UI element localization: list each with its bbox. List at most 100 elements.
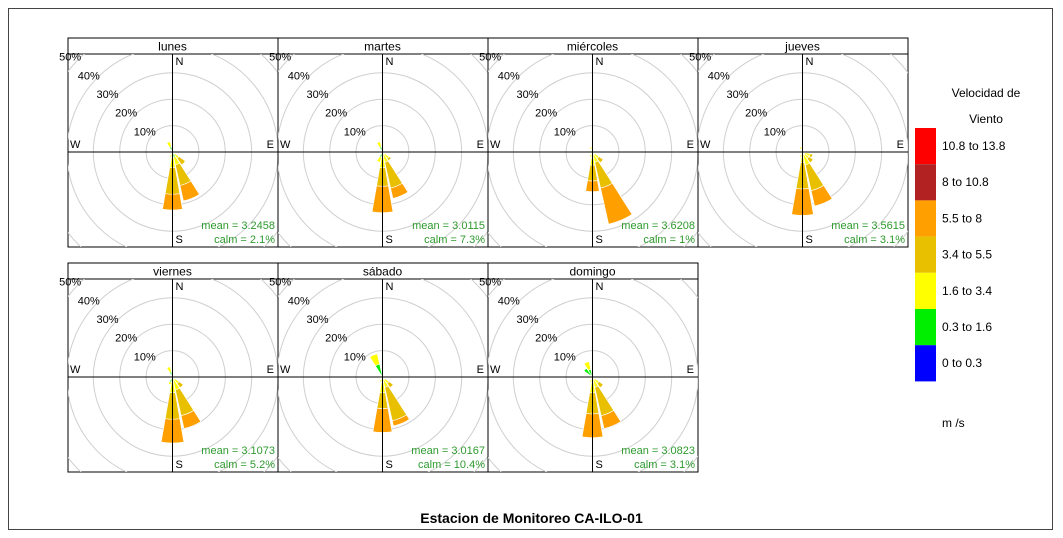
calm-label-sabado: calm = 10.4%	[418, 459, 485, 471]
compass-s: S	[386, 459, 393, 471]
radial-tick-label: 50%	[479, 52, 501, 64]
petal-se-bin3	[806, 156, 814, 164]
compass-s: S	[806, 234, 813, 246]
compass-e: E	[267, 139, 274, 151]
mean-label-jueves: mean = 3.5615	[831, 220, 905, 232]
petal-ese-bin3	[808, 153, 814, 159]
panel-title-miercoles: miércoles	[567, 40, 618, 54]
compass-w: W	[490, 139, 501, 151]
mean-label-viernes: mean = 3.1073	[201, 445, 275, 457]
compass-n: N	[176, 56, 184, 68]
compass-w: W	[70, 139, 81, 151]
compass-e: E	[267, 364, 274, 376]
compass-e: E	[897, 139, 904, 151]
radial-tick-label: 50%	[689, 52, 711, 64]
panel-title-domingo: domingo	[569, 265, 615, 279]
compass-e: E	[477, 139, 484, 151]
legend-label-1: 0.3 to 1.6	[942, 320, 992, 334]
petal-sse-bin4	[179, 180, 200, 202]
calm-label-domingo: calm = 3.1%	[634, 459, 695, 471]
radial-tick-label: 30%	[306, 314, 328, 326]
radial-tick-label: 10%	[134, 126, 156, 138]
panel-title-lunes: lunes	[158, 40, 187, 54]
compass-n: N	[596, 56, 604, 68]
radial-tick-label: 50%	[479, 277, 501, 289]
radial-tick-label: 10%	[554, 126, 576, 138]
petal-se-bin3	[176, 156, 186, 166]
petal-se-bin3	[596, 156, 604, 164]
petal-se-bin3	[386, 156, 392, 162]
radial-tick-label: 10%	[344, 351, 366, 363]
radial-tick-label: 10%	[344, 126, 366, 138]
radial-tick-label: 30%	[96, 314, 118, 326]
petal-ssw-bin2	[589, 153, 593, 158]
petal-ssw-bin2	[376, 156, 382, 163]
panel-title-viernes: viernes	[153, 265, 192, 279]
legend-title-2: Viento	[969, 112, 1003, 126]
radial-tick-label: 50%	[59, 52, 81, 64]
legend-swatch-4	[915, 200, 936, 237]
legend-swatch-0	[915, 345, 936, 382]
radial-tick-label: 20%	[745, 108, 767, 120]
radial-tick-label: 40%	[78, 295, 100, 307]
calm-label-lunes: calm = 2.1%	[214, 234, 275, 246]
compass-s: S	[176, 459, 183, 471]
radial-tick-label: 30%	[306, 89, 328, 101]
radial-tick-label: 40%	[498, 295, 520, 307]
legend-swatch-6	[915, 128, 936, 165]
legend-swatch-1	[915, 309, 936, 346]
panel-title-jueves: jueves	[784, 40, 820, 54]
petal-sse-bin4	[391, 414, 410, 427]
compass-s: S	[176, 234, 183, 246]
compass-n: N	[386, 56, 394, 68]
petal-se-bin3	[176, 381, 184, 389]
compass-e: E	[687, 364, 694, 376]
calm-label-viernes: calm = 5.2%	[214, 459, 275, 471]
radial-tick-label: 40%	[78, 70, 100, 82]
compass-n: N	[596, 281, 604, 293]
mean-label-domingo: mean = 3.0823	[621, 445, 695, 457]
legend-label-5: 8 to 10.8	[942, 175, 989, 189]
petal-se-bin3	[596, 381, 604, 389]
petal-nnw-bin2	[166, 141, 172, 148]
mean-label-lunes: mean = 3.2458	[201, 220, 275, 232]
petal-se-bin3	[386, 381, 394, 389]
compass-e: E	[687, 139, 694, 151]
petal-ssw-bin2	[589, 378, 593, 383]
petal-nw-bin1	[583, 367, 593, 378]
radial-tick-label: 40%	[288, 295, 310, 307]
radial-tick-label: 50%	[269, 52, 291, 64]
legend-label-2: 1.6 to 3.4	[942, 284, 992, 298]
calm-label-martes: calm = 7.3%	[424, 234, 485, 246]
legend-title-1: Velocidad de	[952, 86, 1021, 100]
legend-units: m /s	[942, 416, 965, 430]
petal-nnw-bin2	[376, 141, 382, 148]
compass-s: S	[386, 234, 393, 246]
petal-nnw-bin2	[799, 146, 803, 151]
radial-tick-label: 50%	[269, 277, 291, 289]
petal-ssw-bin2	[167, 381, 172, 386]
radial-tick-label: 30%	[96, 89, 118, 101]
radial-tick-label: 10%	[134, 351, 156, 363]
petal-nnw-bin2	[583, 361, 592, 371]
legend-swatch-5	[915, 164, 936, 201]
panel-title-martes: martes	[364, 40, 401, 54]
calm-label-miercoles: calm = 1%	[643, 234, 695, 246]
radial-tick-label: 10%	[764, 126, 786, 138]
radial-tick-label: 40%	[288, 70, 310, 82]
compass-w: W	[70, 364, 81, 376]
legend-label-4: 5.5 to 8	[942, 211, 982, 225]
petal-nnw-bin2	[166, 366, 172, 373]
radial-tick-label: 40%	[708, 70, 730, 82]
compass-n: N	[806, 56, 814, 68]
radial-tick-label: 30%	[516, 314, 538, 326]
compass-w: W	[700, 139, 711, 151]
radial-tick-label: 20%	[325, 108, 347, 120]
petal-ssw-bin2	[379, 378, 383, 383]
radial-tick-label: 20%	[535, 333, 557, 345]
radial-tick-label: 20%	[325, 333, 347, 345]
panel-title-sabado: sábado	[363, 265, 403, 279]
radial-tick-label: 20%	[115, 333, 137, 345]
mean-label-martes: mean = 3.0115	[412, 220, 485, 232]
radial-tick-label: 30%	[516, 89, 538, 101]
